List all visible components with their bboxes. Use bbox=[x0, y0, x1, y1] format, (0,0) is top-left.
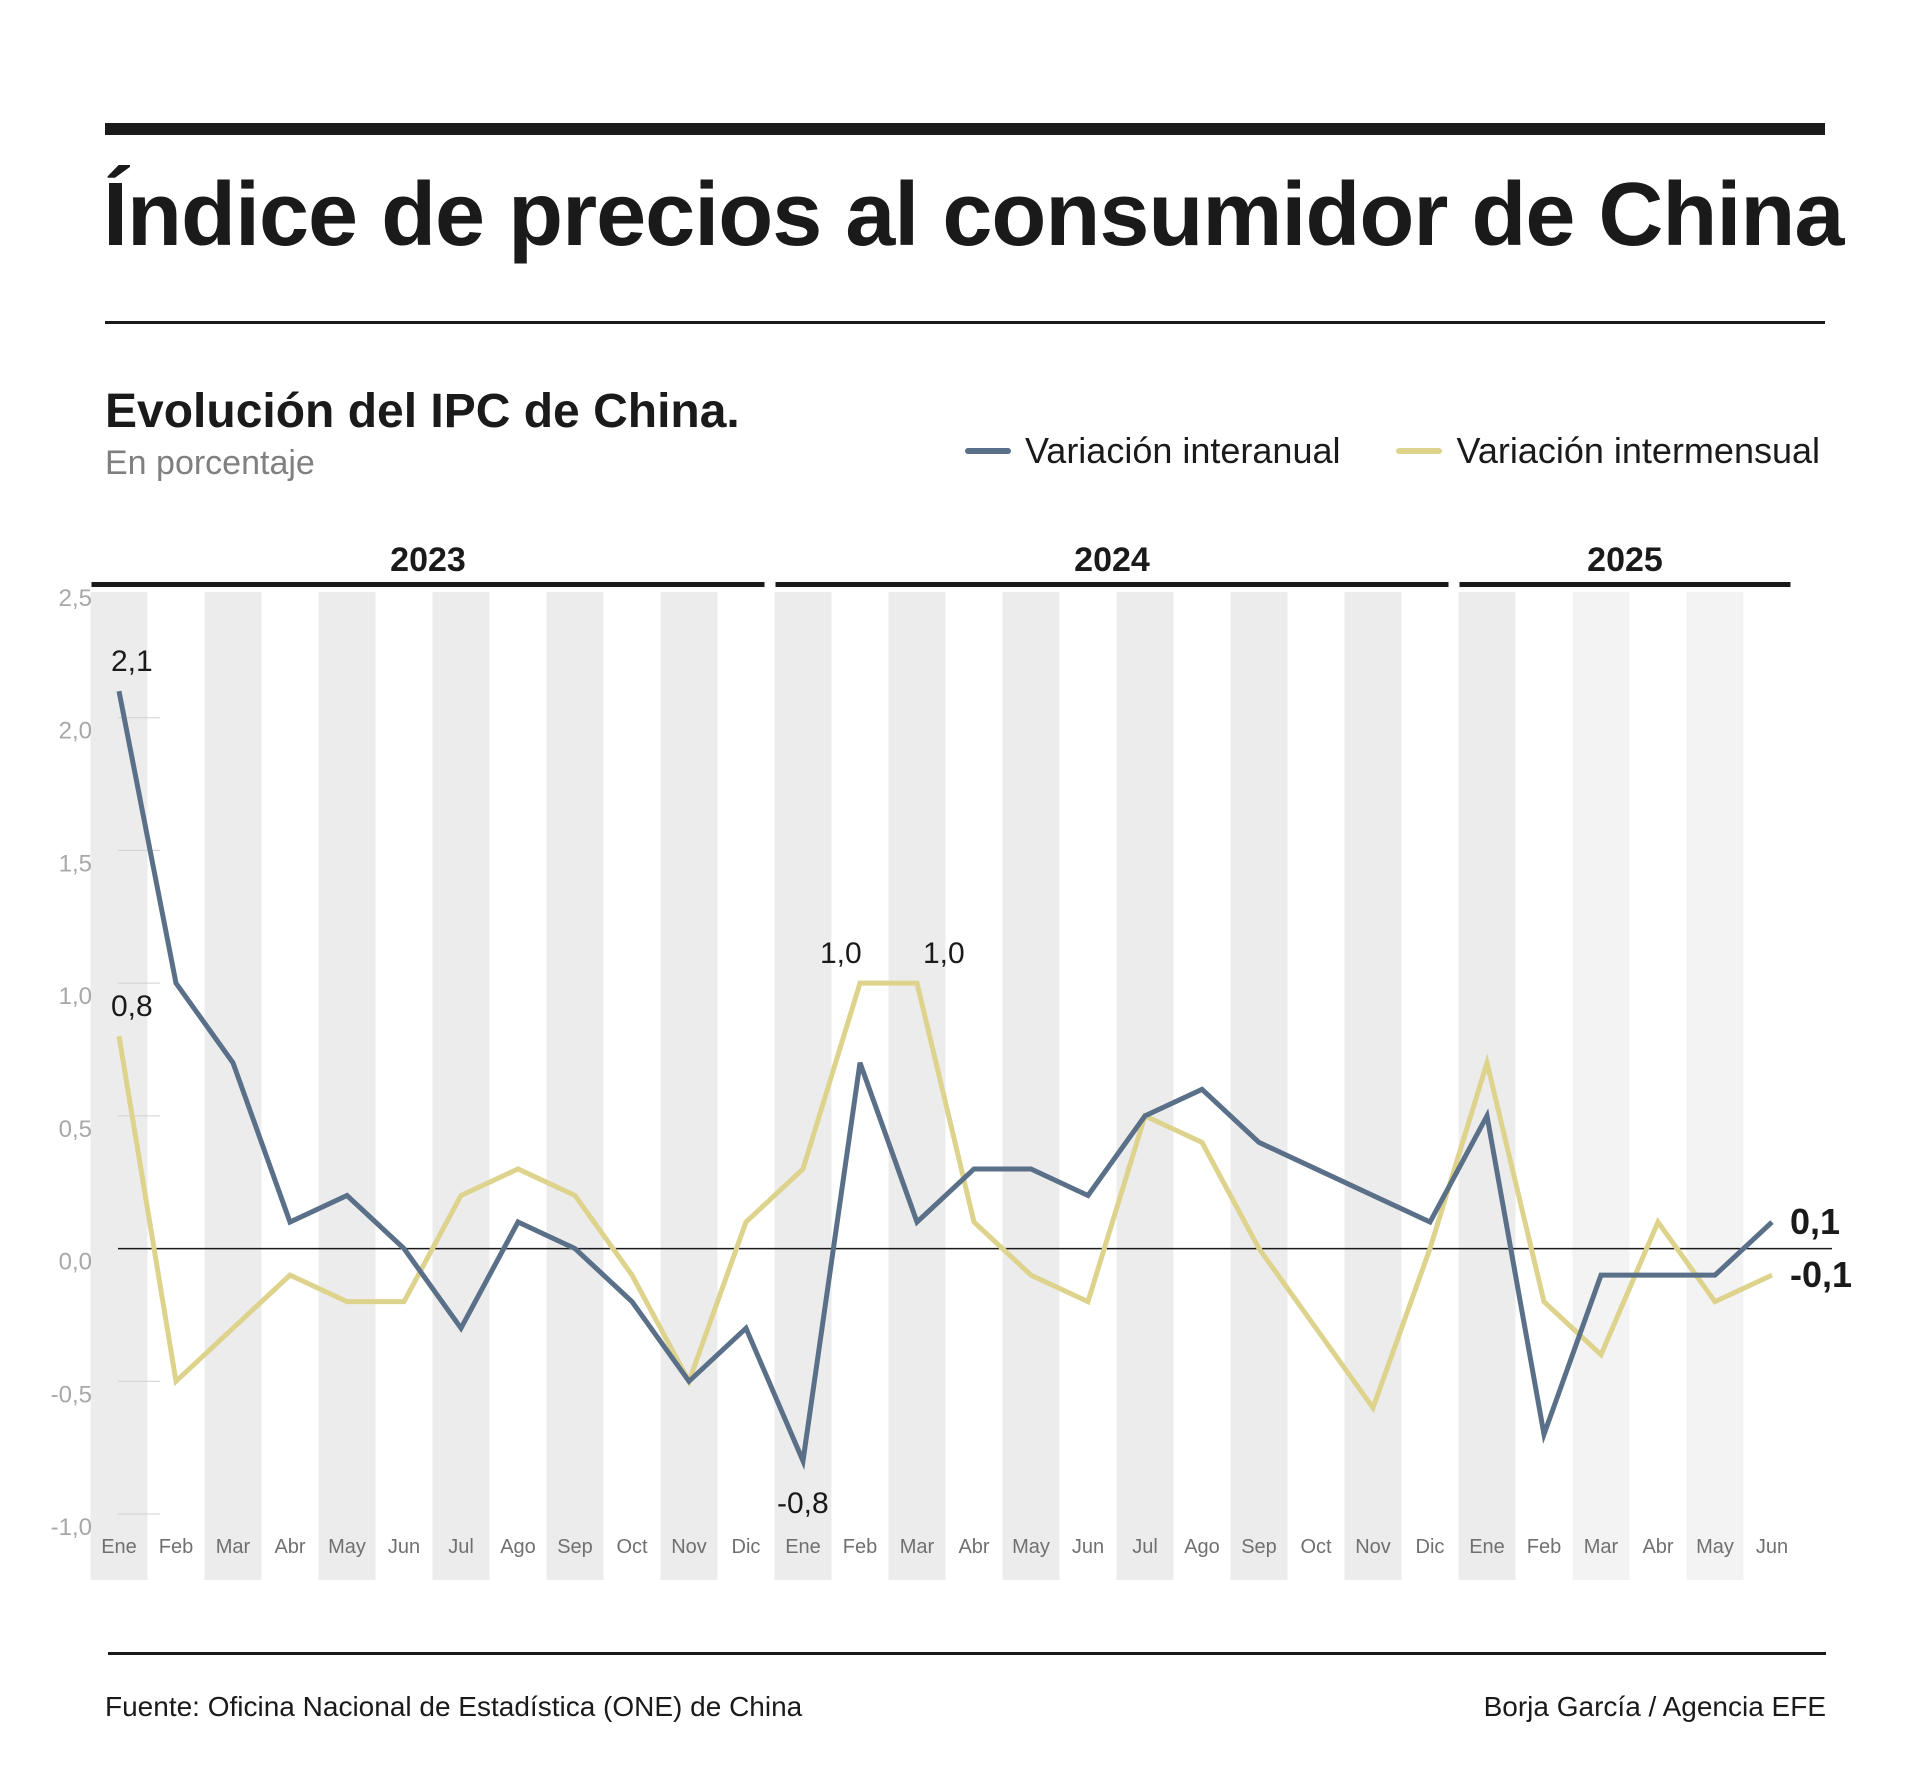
y-tick-label: 1,5 bbox=[59, 850, 92, 877]
x-tick-label: Sep bbox=[557, 1536, 593, 1558]
x-tick-label: Jul bbox=[448, 1536, 474, 1558]
series-line-interanual bbox=[116, 690, 1774, 1471]
y-axis-ticks: 2,5 2,0 1,5 1,0 0,5 0,0 -0,5 -1,0 bbox=[51, 585, 92, 1541]
year-label: 2024 bbox=[1074, 541, 1150, 579]
top-rule bbox=[105, 123, 1825, 135]
x-tick-label: Nov bbox=[1355, 1536, 1391, 1558]
x-tick-label: May bbox=[1012, 1536, 1050, 1558]
y-tick-label: 0,5 bbox=[59, 1116, 92, 1143]
x-tick-label: Ene bbox=[785, 1536, 821, 1558]
month-band bbox=[888, 592, 946, 1580]
legend-item-interanual: Variación interanual bbox=[964, 430, 1341, 472]
y-tick-label: -1,0 bbox=[51, 1514, 92, 1541]
month-band bbox=[1002, 592, 1060, 1580]
data-label: 0,1 bbox=[1790, 1201, 1840, 1242]
x-tick-label: Jul bbox=[1132, 1536, 1158, 1558]
chart-subtitle: Evolución del IPC de China. bbox=[105, 385, 740, 438]
month-band bbox=[90, 592, 148, 1580]
data-labels: 2,1 0,8 -0,8 1,0 1,0 0,1 -0,1 bbox=[111, 645, 1852, 1520]
x-tick-label: Feb bbox=[843, 1536, 877, 1558]
year-label: 2023 bbox=[390, 541, 466, 579]
legend-label-interanual: Variación interanual bbox=[1024, 430, 1341, 471]
x-tick-label: Nov bbox=[671, 1536, 707, 1558]
month-band bbox=[204, 592, 262, 1580]
data-label: -0,1 bbox=[1790, 1254, 1852, 1295]
x-axis-ticks: Ene Feb Mar Abr May Jun Jul Ago Sep Oct Nov Dic Ene F… bbox=[101, 1536, 1788, 1558]
data-label: -0,8 bbox=[777, 1487, 829, 1520]
x-tick-label: Oct bbox=[1300, 1536, 1332, 1558]
y-tick-label: -0,5 bbox=[51, 1381, 92, 1408]
bottom-rule bbox=[108, 1652, 1826, 1655]
y-tick-label: 1,0 bbox=[59, 983, 92, 1010]
credit-note: Borja García / Agencia EFE bbox=[1483, 1691, 1826, 1722]
x-tick-label: Mar bbox=[900, 1536, 935, 1558]
y-tick-label: 2,5 bbox=[59, 585, 92, 612]
legend-swatch-interanual bbox=[964, 448, 1011, 454]
legend: Variación interanual Variación intermens… bbox=[964, 430, 1820, 472]
x-tick-label: Dic bbox=[732, 1536, 761, 1558]
year-rule bbox=[91, 582, 765, 587]
x-tick-label: Abr bbox=[958, 1536, 989, 1558]
data-label: 2,1 bbox=[111, 645, 153, 678]
x-tick-label: Sep bbox=[1241, 1536, 1277, 1558]
x-tick-label: Feb bbox=[1527, 1536, 1561, 1558]
x-tick-label: Abr bbox=[1642, 1536, 1673, 1558]
x-tick-label: Ene bbox=[1469, 1536, 1505, 1558]
series-line-intermensual bbox=[116, 980, 1774, 1414]
month-band bbox=[774, 592, 832, 1580]
month-band bbox=[660, 592, 718, 1580]
x-tick-label: Mar bbox=[1584, 1536, 1619, 1558]
x-tick-label: Jun bbox=[388, 1536, 420, 1558]
series-lines bbox=[116, 690, 1774, 1471]
x-tick-label: Ago bbox=[500, 1536, 536, 1558]
legend-label-intermensual: Variación intermensual bbox=[1456, 430, 1820, 471]
x-tick-label: Feb bbox=[159, 1536, 193, 1558]
x-tick-label: Abr bbox=[274, 1536, 305, 1558]
legend-item-intermensual: Variación intermensual bbox=[1396, 430, 1820, 472]
month-band bbox=[546, 592, 604, 1580]
year-rule bbox=[775, 582, 1449, 587]
year-headers: 2023 2024 2025 bbox=[91, 541, 1791, 587]
month-band bbox=[1458, 592, 1516, 1580]
year-label: 2025 bbox=[1587, 541, 1663, 579]
x-tick-label: Mar bbox=[216, 1536, 251, 1558]
page-title: Índice de precios al consumidor de China bbox=[103, 165, 1844, 265]
cpi-line-chart: 2023 2024 2025 2,52,01,51,00,50,0-0,5-1,0 … bbox=[51, 541, 1852, 1580]
month-bands bbox=[90, 592, 1744, 1580]
month-band bbox=[1344, 592, 1402, 1580]
x-tick-label: Dic bbox=[1416, 1536, 1445, 1558]
month-band bbox=[1572, 592, 1630, 1580]
month-band bbox=[1230, 592, 1288, 1580]
source-note: Fuente: Oficina Nacional de Estadística … bbox=[105, 1691, 803, 1722]
x-tick-label: Ago bbox=[1184, 1536, 1220, 1558]
month-band bbox=[1116, 592, 1174, 1580]
x-tick-label: May bbox=[328, 1536, 366, 1558]
x-tick-label: Jun bbox=[1072, 1536, 1104, 1558]
x-tick-label: Jun bbox=[1756, 1536, 1788, 1558]
month-band bbox=[432, 592, 490, 1580]
title-rule bbox=[105, 321, 1825, 324]
data-label: 1,0 bbox=[923, 937, 965, 970]
data-label: 1,0 bbox=[820, 937, 862, 970]
chart-unit: En porcentaje bbox=[105, 444, 315, 482]
data-label: 0,8 bbox=[111, 990, 153, 1023]
y-tick-label: 2,0 bbox=[59, 718, 92, 745]
month-band bbox=[1686, 592, 1744, 1580]
legend-swatch-intermensual bbox=[1396, 448, 1443, 454]
x-tick-label: Oct bbox=[616, 1536, 648, 1558]
x-tick-label: Ene bbox=[101, 1536, 137, 1558]
month-band bbox=[318, 592, 376, 1580]
y-tick-label: 0,0 bbox=[59, 1249, 92, 1276]
year-rule bbox=[1459, 582, 1791, 587]
x-tick-label: May bbox=[1696, 1536, 1734, 1558]
